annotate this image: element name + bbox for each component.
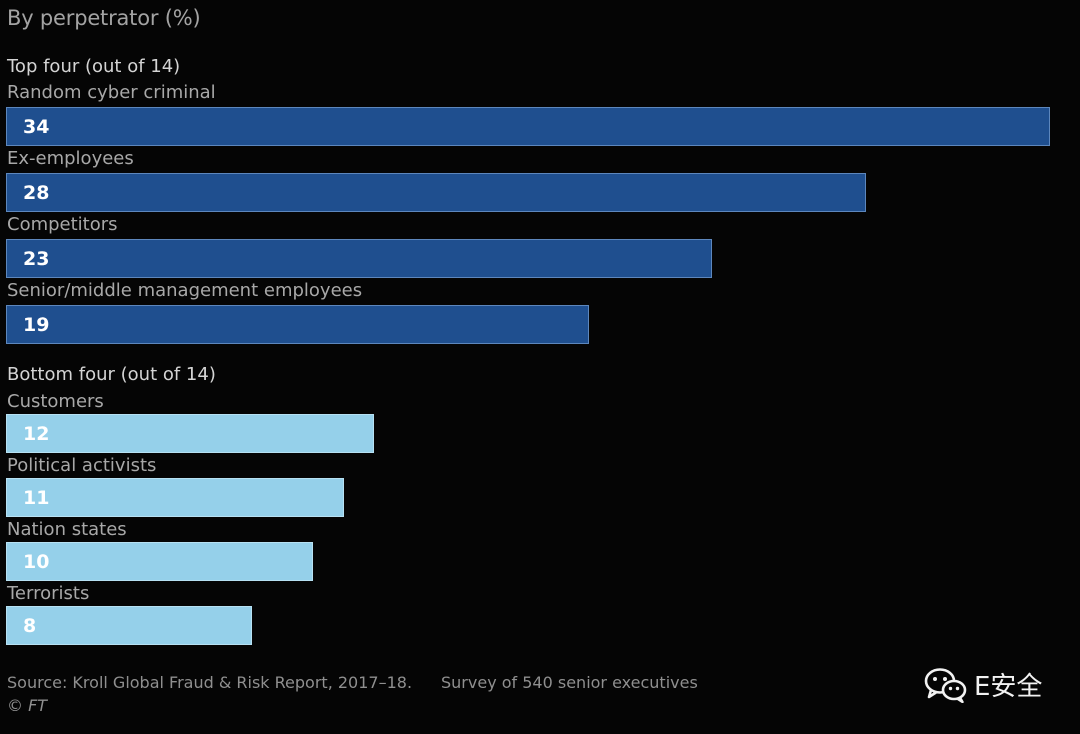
copyright-note: © FT — [7, 696, 48, 715]
source-note: Source: Kroll Global Fraud & Risk Report… — [7, 673, 413, 692]
category-label: Nation states — [7, 519, 127, 540]
bar: 34 — [6, 107, 1050, 146]
bar-value-label: 28 — [23, 182, 50, 204]
bar: 8 — [6, 606, 252, 645]
bar: 12 — [6, 414, 374, 453]
bar: 10 — [6, 542, 313, 581]
bar: 11 — [6, 478, 344, 517]
bar: 19 — [6, 305, 589, 344]
survey-note: Survey of 540 senior executives — [441, 673, 698, 692]
category-label: Senior/middle management employees — [7, 280, 363, 301]
bar: 23 — [6, 239, 712, 278]
bar-value-label: 19 — [23, 314, 50, 336]
bar-value-label: 8 — [23, 615, 37, 637]
watermark: E安全 — [924, 666, 1042, 703]
category-label: Random cyber criminal — [7, 82, 216, 103]
wechat-icon — [924, 667, 967, 703]
bar-value-label: 23 — [23, 248, 50, 270]
category-label: Customers — [7, 391, 104, 412]
bar-value-label: 11 — [23, 487, 50, 509]
group-title-bottom: Bottom four (out of 14) — [7, 364, 216, 385]
category-label: Competitors — [7, 214, 118, 235]
category-label: Political activists — [7, 455, 157, 476]
bar: 28 — [6, 173, 866, 212]
group-title-top: Top four (out of 14) — [7, 56, 181, 77]
bar-value-label: 34 — [23, 116, 50, 138]
bar-value-label: 10 — [23, 551, 50, 573]
chart-subtitle: By perpetrator (%) — [7, 6, 201, 30]
category-label: Ex-employees — [7, 148, 134, 169]
watermark-text: E安全 — [974, 672, 1043, 702]
bar-value-label: 12 — [23, 423, 50, 445]
category-label: Terrorists — [7, 583, 90, 604]
